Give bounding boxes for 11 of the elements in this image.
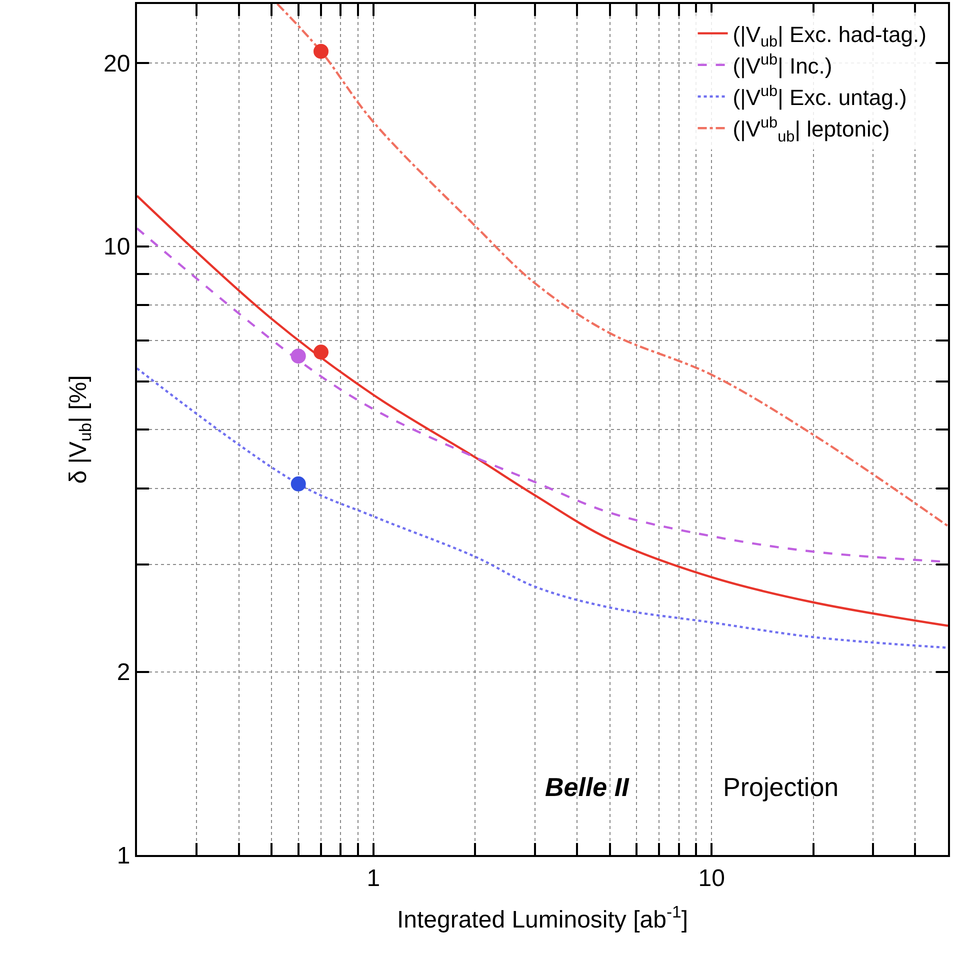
legend-label: (|V$_{ub}$| Exc. had-tag.) xyxy=(732,22,926,51)
y-tick-label: 2 xyxy=(116,659,130,686)
x-axis-title: Integrated Luminosity [ab$^{-1}$] xyxy=(396,902,688,934)
legend-label: (|V$^{ub}$| Exc. untag.) xyxy=(732,82,907,110)
legend-label: (|V$^{ub}$| Inc.) xyxy=(732,51,832,78)
legend-label: (|V$^{ub}$$_{ub}$| leptonic) xyxy=(732,114,890,146)
y-tick-label: 10 xyxy=(103,234,130,261)
annotation: Belle II xyxy=(545,772,630,802)
y-tick-label: 20 xyxy=(103,50,130,78)
y-tick-label: 1 xyxy=(116,842,130,870)
annotation: Projection xyxy=(723,772,839,802)
